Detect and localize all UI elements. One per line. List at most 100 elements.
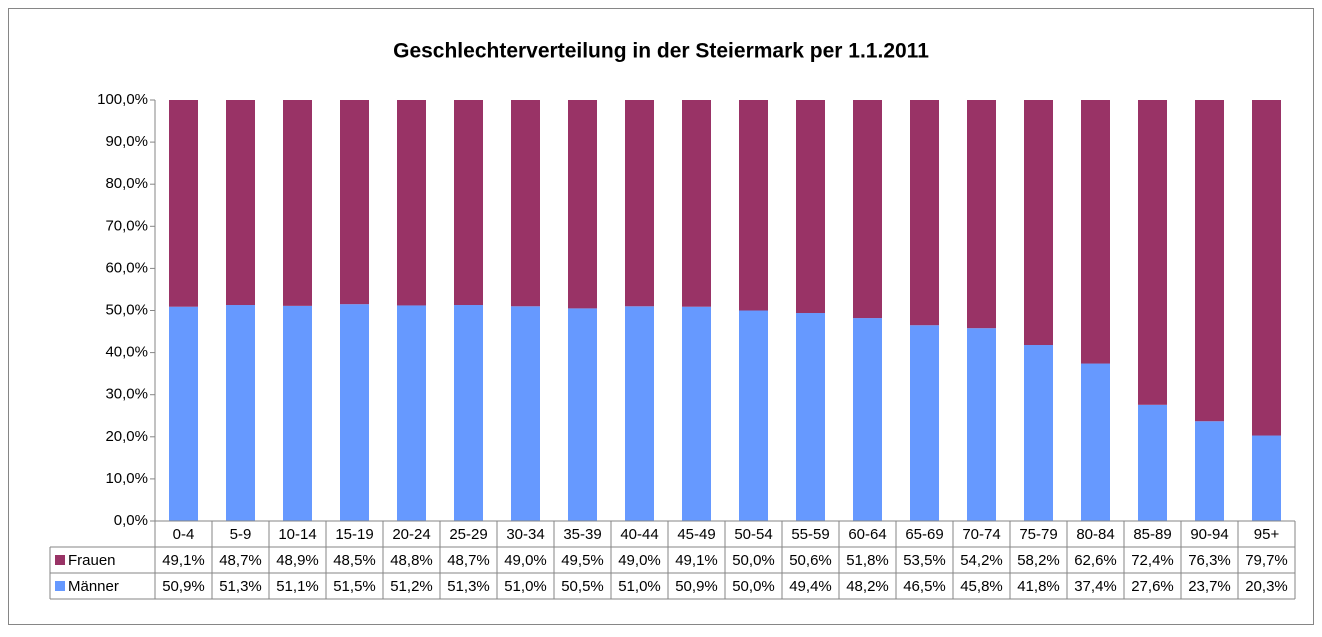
x-tick-label: 15-19: [335, 526, 373, 543]
table-value: 49,5%: [561, 552, 604, 569]
bar: [397, 100, 426, 306]
y-tick-label: 10,0%: [105, 470, 148, 487]
bar: [1195, 421, 1224, 521]
x-tick-label: 35-39: [563, 526, 601, 543]
table-value: 51,3%: [219, 578, 262, 595]
x-tick-label: 10-14: [278, 526, 316, 543]
y-tick-label: 60,0%: [105, 259, 148, 276]
table-value: 37,4%: [1074, 578, 1117, 595]
table-value: 50,9%: [162, 578, 205, 595]
x-tick-label: 60-64: [848, 526, 886, 543]
table-value: 51,3%: [447, 578, 490, 595]
bar: [1081, 363, 1110, 521]
bar: [568, 100, 597, 309]
x-tick-label: 75-79: [1019, 526, 1057, 543]
bar: [169, 100, 198, 307]
table-value: 79,7%: [1245, 552, 1288, 569]
table-value: 48,8%: [390, 552, 433, 569]
bar: [967, 328, 996, 521]
bar: [226, 305, 255, 521]
y-tick-label: 20,0%: [105, 428, 148, 445]
y-tick-label: 40,0%: [105, 344, 148, 361]
bar: [454, 100, 483, 306]
y-tick-label: 0,0%: [114, 512, 148, 529]
table-value: 51,0%: [504, 578, 547, 595]
y-tick-label: 50,0%: [105, 301, 148, 318]
table-value: 48,5%: [333, 552, 376, 569]
table-value: 62,6%: [1074, 552, 1117, 569]
y-tick-label: 80,0%: [105, 175, 148, 192]
bar: [340, 304, 369, 521]
x-tick-label: 95+: [1254, 526, 1280, 543]
legend-key: [55, 581, 65, 591]
table-value: 51,1%: [276, 578, 319, 595]
x-tick-label: 20-24: [392, 526, 430, 543]
bar: [1252, 100, 1281, 436]
table-value: 76,3%: [1188, 552, 1231, 569]
bar: [283, 305, 312, 521]
bar: [1024, 345, 1053, 521]
bar: [682, 100, 711, 307]
bar: [169, 306, 198, 521]
x-tick-label: 45-49: [677, 526, 715, 543]
bar: [910, 100, 939, 326]
x-tick-label: 55-59: [791, 526, 829, 543]
table-value: 49,1%: [162, 552, 205, 569]
chart-title: Geschlechterverteilung in der Steiermark…: [393, 40, 929, 63]
table-value: 53,5%: [903, 552, 946, 569]
bar: [283, 100, 312, 306]
table-value: 50,5%: [561, 578, 604, 595]
bar: [910, 325, 939, 521]
legend-label: Männer: [68, 578, 119, 595]
table-value: 46,5%: [903, 578, 946, 595]
bar: [340, 100, 369, 305]
x-tick-label: 40-44: [620, 526, 658, 543]
table-value: 49,4%: [789, 578, 832, 595]
bar: [1138, 404, 1167, 521]
bar: [226, 100, 255, 306]
table-value: 41,8%: [1017, 578, 1060, 595]
table-value: 72,4%: [1131, 552, 1174, 569]
bar: [739, 100, 768, 311]
table-value: 23,7%: [1188, 578, 1231, 595]
table-value: 51,2%: [390, 578, 433, 595]
bar: [796, 313, 825, 521]
table-value: 50,6%: [789, 552, 832, 569]
x-tick-label: 80-84: [1076, 526, 1114, 543]
table-value: 49,0%: [504, 552, 547, 569]
bar: [397, 305, 426, 521]
table-value: 48,7%: [447, 552, 490, 569]
y-tick-label: 100,0%: [97, 91, 148, 108]
bar: [796, 100, 825, 314]
x-tick-label: 25-29: [449, 526, 487, 543]
table-value: 50,0%: [732, 578, 775, 595]
table-value: 51,8%: [846, 552, 889, 569]
table-value: 49,1%: [675, 552, 718, 569]
x-tick-label: 65-69: [905, 526, 943, 543]
y-tick-label: 30,0%: [105, 386, 148, 403]
bar: [1138, 100, 1167, 405]
bar: [625, 100, 654, 307]
bar: [511, 306, 540, 521]
bar: [1024, 100, 1053, 346]
bar: [1195, 100, 1224, 422]
bar: [853, 318, 882, 521]
table-value: 48,2%: [846, 578, 889, 595]
table-value: 20,3%: [1245, 578, 1288, 595]
x-tick-label: 90-94: [1190, 526, 1228, 543]
table-value: 51,0%: [618, 578, 661, 595]
table-value: 45,8%: [960, 578, 1003, 595]
x-tick-label: 50-54: [734, 526, 772, 543]
y-tick-label: 90,0%: [105, 133, 148, 150]
table-value: 51,5%: [333, 578, 376, 595]
legend-label: Frauen: [68, 552, 116, 569]
table-value: 27,6%: [1131, 578, 1174, 595]
bar: [853, 100, 882, 319]
legend-key: [55, 555, 65, 565]
x-tick-label: 85-89: [1133, 526, 1171, 543]
table-value: 49,0%: [618, 552, 661, 569]
chart-frame: [8, 8, 1314, 625]
y-tick-label: 70,0%: [105, 217, 148, 234]
bar: [1081, 100, 1110, 364]
